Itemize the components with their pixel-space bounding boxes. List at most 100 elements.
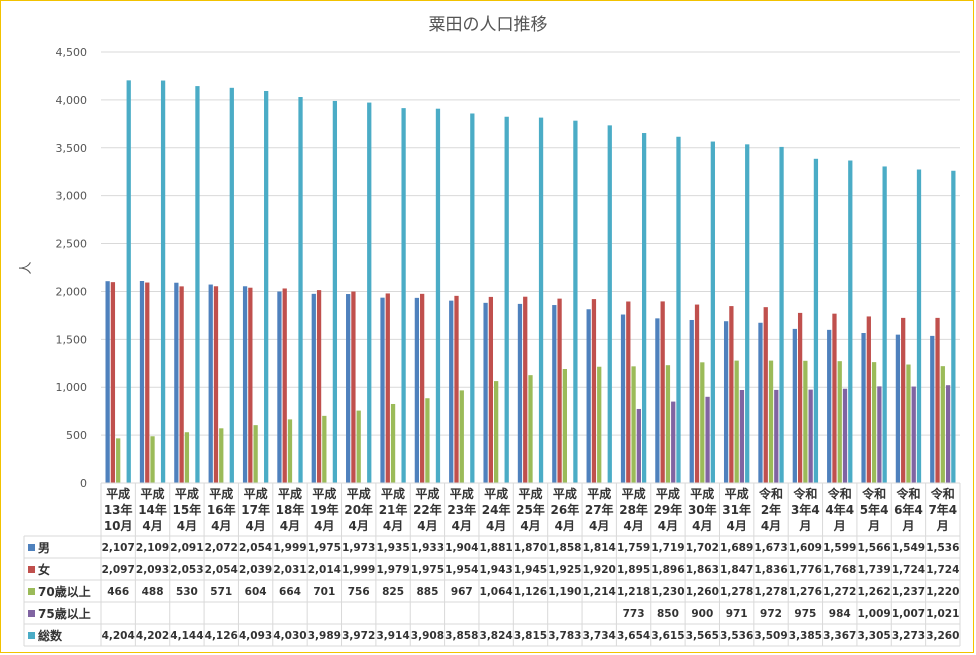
data-label: 1,260 xyxy=(686,586,719,598)
y-tick-label: 4,000 xyxy=(56,94,88,107)
data-label: 2,014 xyxy=(308,564,341,576)
x-tick-label: 4月 xyxy=(177,519,197,533)
data-label: 3,385 xyxy=(789,630,822,642)
x-tick-label: 令和 xyxy=(930,486,955,501)
x-tick-label: 月 xyxy=(798,519,811,533)
bar-3 xyxy=(528,375,533,483)
data-label: 1,702 xyxy=(686,542,719,554)
x-tick-label: 7年4 xyxy=(928,502,957,517)
data-label: 1,566 xyxy=(857,542,890,554)
bar-5 xyxy=(779,146,784,483)
bar-1 xyxy=(105,281,110,483)
bar-2 xyxy=(729,306,734,483)
data-label: 4,093 xyxy=(239,630,272,642)
data-label: 571 xyxy=(210,586,232,598)
x-tick-label: 令和 xyxy=(827,486,852,501)
x-tick-label: 4月 xyxy=(280,519,300,533)
data-label: 1,979 xyxy=(376,564,409,576)
bar-5 xyxy=(848,160,853,483)
bar-1 xyxy=(655,318,660,483)
bar-2 xyxy=(626,301,631,483)
x-tick-label: 18年 xyxy=(276,502,305,517)
data-label: 885 xyxy=(416,586,438,598)
bar-2 xyxy=(660,301,665,483)
y-tick-label: 3,000 xyxy=(56,190,88,203)
data-label: 2,054 xyxy=(205,564,238,576)
bar-4 xyxy=(945,385,951,483)
x-tick-label: 4月 xyxy=(555,519,575,533)
bar-2 xyxy=(763,307,768,483)
data-label: 1,190 xyxy=(548,586,581,598)
y-tick-label: 500 xyxy=(66,429,87,442)
y-tick-label: 4,500 xyxy=(56,46,88,59)
data-label: 1,999 xyxy=(342,564,375,576)
data-label: 1,973 xyxy=(342,542,375,554)
bar-2 xyxy=(454,295,459,483)
bar-2 xyxy=(694,304,700,483)
bar-5 xyxy=(264,90,269,483)
x-tick-label: 15年 xyxy=(173,502,202,517)
bar-1 xyxy=(689,319,694,483)
bar-1 xyxy=(139,281,145,483)
y-tick-label: 0 xyxy=(80,477,87,490)
bar-3 xyxy=(150,436,155,483)
legend-key xyxy=(28,632,35,639)
x-tick-label: 21年 xyxy=(379,502,408,517)
bar-3 xyxy=(390,403,396,483)
x-tick-label: 月 xyxy=(901,519,914,533)
data-label: 1,943 xyxy=(480,564,513,576)
x-tick-label: 4月 xyxy=(142,519,162,533)
data-label: 1,858 xyxy=(548,542,581,554)
bar-4 xyxy=(671,401,676,483)
bar-2 xyxy=(248,287,253,483)
x-tick-label: 平成 xyxy=(725,486,749,501)
legend-key xyxy=(28,544,35,551)
bar-3 xyxy=(322,415,327,483)
x-tick-label: 17年 xyxy=(241,502,270,517)
data-label: 1,262 xyxy=(857,586,890,598)
bar-5 xyxy=(607,125,612,483)
x-tick-label: 平成 xyxy=(141,486,165,501)
data-label: 1,920 xyxy=(583,564,616,576)
bar-5 xyxy=(538,117,544,483)
data-label: 488 xyxy=(142,586,164,598)
x-tick-label: 平成 xyxy=(347,486,371,501)
bar-2 xyxy=(488,296,494,483)
data-label: 1,904 xyxy=(445,542,478,554)
bar-2 xyxy=(385,293,390,483)
data-label: 2,109 xyxy=(136,542,169,554)
x-tick-label: 平成 xyxy=(244,486,268,501)
data-label: 1,719 xyxy=(651,542,684,554)
data-label: 1,536 xyxy=(926,542,959,554)
data-label: 1,276 xyxy=(789,586,822,598)
x-tick-label: 月 xyxy=(833,519,846,533)
data-label: 1,724 xyxy=(892,564,925,576)
bar-3 xyxy=(184,432,190,483)
bar-5 xyxy=(676,136,681,483)
x-tick-label: 平成 xyxy=(656,486,680,501)
data-label: 2,054 xyxy=(239,542,272,554)
bar-5 xyxy=(813,158,819,483)
data-label: 1,896 xyxy=(651,564,684,576)
x-tick-label: 平成 xyxy=(450,486,474,501)
data-label: 1,814 xyxy=(583,542,616,554)
bar-1 xyxy=(311,293,316,483)
bar-3 xyxy=(287,419,293,483)
data-label: 975 xyxy=(794,608,816,620)
x-tick-label: 31年 xyxy=(722,502,751,517)
x-tick-label: 令和 xyxy=(895,486,920,501)
bar-3 xyxy=(631,366,636,483)
x-tick-label: 6年4 xyxy=(894,502,923,517)
bar-1 xyxy=(483,302,488,483)
data-label: 1,776 xyxy=(789,564,822,576)
x-tick-label: 24年 xyxy=(482,502,511,517)
x-tick-label: 4月 xyxy=(211,519,231,533)
bar-1 xyxy=(586,309,591,483)
data-label: 1,768 xyxy=(823,564,856,576)
bar-1 xyxy=(242,286,248,483)
legend-label: 総数 xyxy=(38,628,63,643)
x-tick-label: 26年 xyxy=(551,502,580,517)
bar-5 xyxy=(745,144,750,483)
bar-3 xyxy=(219,428,224,483)
